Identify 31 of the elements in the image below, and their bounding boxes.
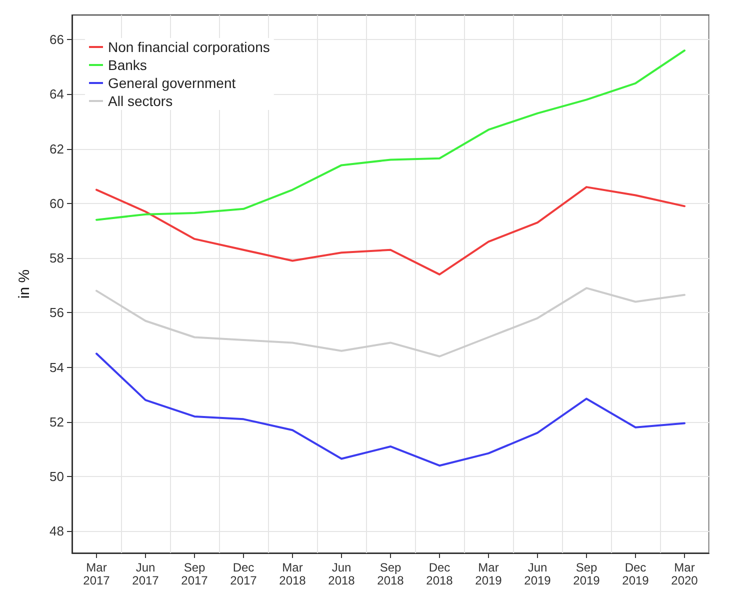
x-tick-label: Jun 2017 xyxy=(132,560,160,588)
y-tick-label: 66 xyxy=(50,32,64,48)
y-tick-label: 56 xyxy=(50,305,64,320)
y-tick-label: 60 xyxy=(50,196,64,211)
line-series xyxy=(96,287,686,358)
y-tick-label: 48 xyxy=(50,524,64,539)
y-tick-label: 54 xyxy=(50,360,64,375)
y-tick-label: 64 xyxy=(50,86,64,102)
y-tick-label: 58 xyxy=(50,250,64,266)
x-tick-label: Sep 2017 xyxy=(181,560,208,588)
x-tick-label: Sep 2019 xyxy=(573,560,600,588)
y-tick-label: 52 xyxy=(50,414,64,430)
legend-label: Banks xyxy=(108,57,147,73)
line-series xyxy=(96,352,686,467)
x-tick-label: Dec 2019 xyxy=(622,560,650,588)
y-axis-title: in % xyxy=(16,269,33,299)
x-tick-label: Mar 2020 xyxy=(671,560,698,588)
x-tick-label: Jun 2018 xyxy=(328,560,356,588)
legend-label: General government xyxy=(108,75,236,91)
x-tick-label: Mar 2017 xyxy=(83,560,110,588)
x-tick-label: Mar 2018 xyxy=(279,560,306,588)
line-series xyxy=(96,186,686,276)
x-tick-label: Jun 2019 xyxy=(524,560,552,588)
legend-label: All sectors xyxy=(108,93,173,109)
x-tick-label: Sep 2018 xyxy=(377,560,404,588)
y-tick-label: 62 xyxy=(50,141,64,156)
x-tick-label: Dec 2017 xyxy=(230,560,258,588)
x-tick-label: Dec 2018 xyxy=(426,560,454,588)
y-tick-label: 50 xyxy=(50,469,64,484)
legend-label: Non financial corporations xyxy=(108,39,270,55)
x-tick-label: Mar 2019 xyxy=(475,560,502,588)
